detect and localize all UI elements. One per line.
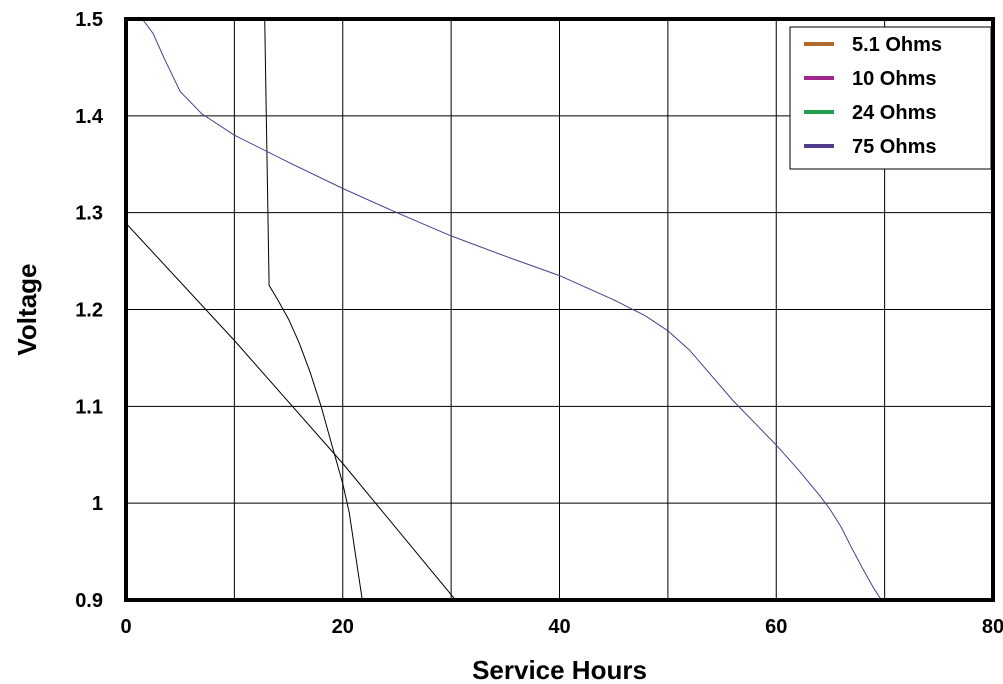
- y-tick-label: 0.9: [75, 590, 103, 612]
- legend-label: 10 Ohms: [852, 68, 936, 90]
- x-tick-label: 60: [765, 616, 787, 638]
- y-tick-label: 1.4: [75, 106, 104, 128]
- legend-label: 5.1 Ohms: [852, 34, 942, 56]
- y-tick-label: 1.3: [75, 203, 103, 225]
- plot-frame: [124, 17, 995, 602]
- x-tick-label: 40: [548, 616, 570, 638]
- y-tick-label: 1.2: [75, 300, 103, 322]
- x-tick-label: 0: [120, 616, 131, 638]
- y-tick-label: 1.5: [75, 9, 103, 31]
- x-tick-label: 20: [332, 616, 354, 638]
- legend: 5.1 Ohms 10 Ohms 24 Ohms 75 Ohms: [789, 26, 992, 170]
- legend-label: 75 Ohms: [852, 136, 936, 158]
- y-tick-label: 1.1: [75, 396, 103, 418]
- y-axis-title: Voltage: [12, 264, 42, 356]
- y-tick-labels: 0.9 1 1.1 1.2 1.3 1.4 1.5: [75, 9, 104, 612]
- grid-lines: [126, 19, 993, 600]
- series-line-2: [264, 19, 363, 600]
- y-tick-label: 1: [92, 493, 103, 515]
- x-tick-label: 80: [982, 616, 1003, 638]
- series-line-4: [141, 19, 883, 600]
- x-axis-title: Service Hours: [472, 655, 647, 684]
- series-line-1: [126, 222, 456, 600]
- legend-label: 24 Ohms: [852, 102, 936, 124]
- series-layer: [126, 19, 883, 600]
- x-tick-labels: 0 20 40 60 80: [120, 616, 1003, 638]
